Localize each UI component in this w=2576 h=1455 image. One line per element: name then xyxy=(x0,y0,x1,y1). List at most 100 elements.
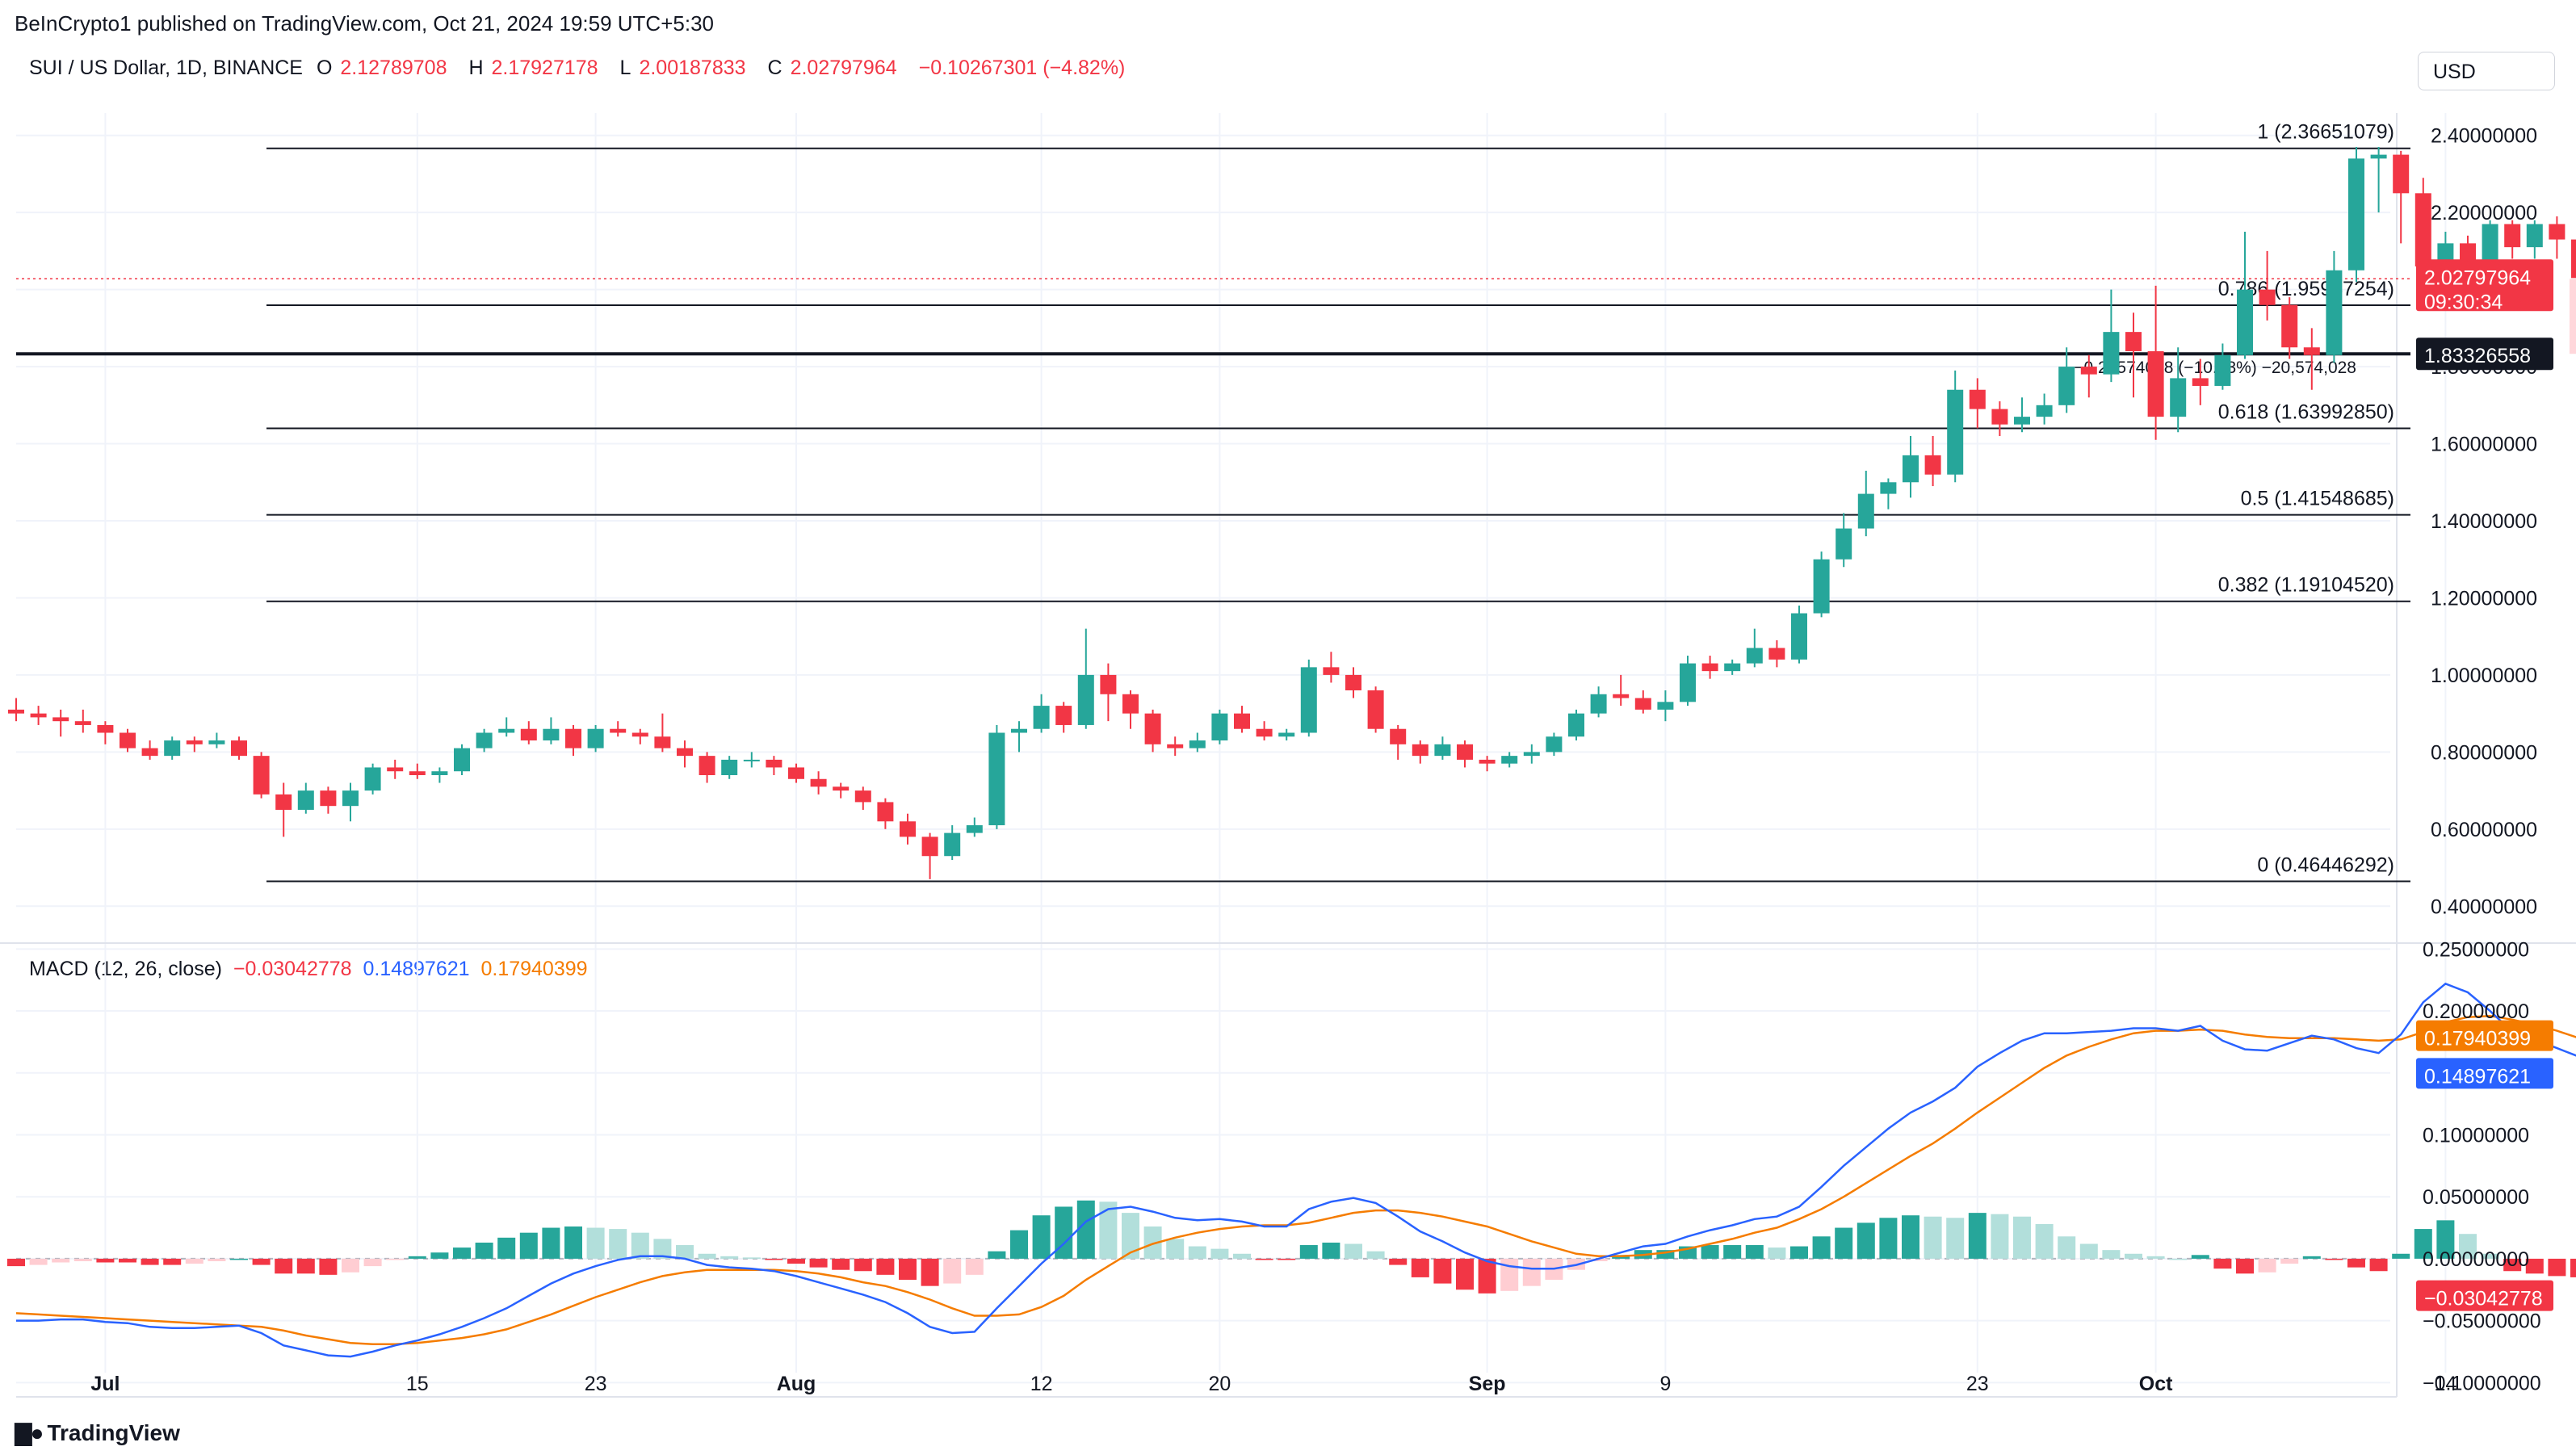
macd-histogram-bar xyxy=(52,1258,70,1263)
currency-button[interactable]: USD xyxy=(2418,52,2555,90)
macd-hist-value: −0.03042778 xyxy=(233,958,352,980)
candle-body xyxy=(1189,740,1206,748)
macd-histogram-bar xyxy=(2146,1256,2165,1259)
macd-histogram-bar xyxy=(1790,1246,1808,1259)
candle-body xyxy=(1836,528,1852,560)
macd-histogram-bar xyxy=(542,1227,560,1259)
time-axis-label: Jul xyxy=(90,1373,120,1395)
macd-signal-value: 0.17940399 xyxy=(480,958,588,980)
candle-body xyxy=(275,794,292,810)
macd-histogram-bar xyxy=(96,1258,115,1263)
macd-histogram-bar xyxy=(1076,1200,1095,1259)
candle-body xyxy=(677,748,693,757)
macd-histogram-bar xyxy=(2525,1258,2544,1274)
candle-body xyxy=(1791,613,1807,660)
candle-body xyxy=(1969,389,1986,409)
macd-histogram-bar xyxy=(653,1239,672,1259)
macd-histogram-bar xyxy=(497,1237,516,1259)
candle-body xyxy=(52,717,69,722)
macd-histogram-bar xyxy=(1299,1245,1318,1259)
macd-histogram-bar xyxy=(1500,1258,1519,1291)
candle-body xyxy=(1680,663,1696,702)
candle-body xyxy=(1613,694,1630,698)
macd-histogram-bar xyxy=(1233,1253,1251,1259)
candle-body xyxy=(2348,158,2364,270)
macd-histogram-bar xyxy=(2570,1258,2576,1277)
close-value: C 2.02797964 xyxy=(767,57,897,79)
macd-histogram-bar xyxy=(2481,1253,2499,1259)
candle-body xyxy=(164,740,181,757)
macd-histogram-bar xyxy=(1768,1247,1786,1259)
macd-histogram-bar xyxy=(2280,1258,2299,1264)
candle-body xyxy=(387,767,404,772)
price-axis-label: 1.40000000 xyxy=(2431,510,2537,533)
candle-body xyxy=(231,740,247,757)
macd-histogram-bar xyxy=(1991,1214,2009,1259)
candle-body xyxy=(1144,713,1161,744)
macd-histogram-bar xyxy=(453,1247,471,1259)
macd-histogram-bar xyxy=(163,1258,182,1265)
macd-histogram-bar xyxy=(2369,1258,2388,1272)
macd-line xyxy=(16,982,2576,1358)
macd-histogram-bar xyxy=(1188,1246,1206,1259)
macd-histogram-bar xyxy=(943,1258,962,1284)
candle-body xyxy=(30,713,47,718)
time-axis-label: Aug xyxy=(777,1373,816,1395)
macd-histogram-bar xyxy=(1522,1258,1541,1286)
candle-body xyxy=(454,748,470,772)
macd-histogram-bar xyxy=(275,1258,293,1274)
candle-body xyxy=(2393,154,2410,194)
candle-body xyxy=(1746,648,1763,664)
macd-histogram-bar xyxy=(1055,1206,1073,1259)
candle-body xyxy=(587,728,604,748)
macd-histogram-bar xyxy=(2414,1229,2432,1259)
fib-level-label: 0.5 (1.41548685) xyxy=(2241,488,2394,510)
macd-histogram-bar xyxy=(2302,1256,2321,1259)
macd-histogram-bar xyxy=(2459,1234,2477,1259)
macd-histogram-bar xyxy=(1366,1251,1385,1259)
macd-histogram-bar xyxy=(876,1258,895,1275)
candle-body xyxy=(431,771,448,775)
macd-histogram-bar xyxy=(208,1258,226,1261)
candle-body xyxy=(253,756,270,795)
candle-body xyxy=(743,759,760,761)
macd-histogram-bar xyxy=(430,1252,449,1259)
candle-body xyxy=(854,790,871,803)
candle-body xyxy=(520,728,537,741)
candle-body xyxy=(1033,706,1050,729)
candle-body xyxy=(1501,756,1518,764)
macd-histogram-bar xyxy=(1032,1215,1051,1259)
candle-body xyxy=(1479,759,1496,764)
candle-body xyxy=(476,732,493,748)
candle-body xyxy=(1546,736,1563,753)
candle-body xyxy=(1523,752,1540,757)
macd-histogram-bar xyxy=(1656,1250,1675,1259)
macd-histogram-bar xyxy=(1478,1258,1496,1294)
macd-histogram-bar xyxy=(2258,1258,2276,1273)
current-price-badge-text: 2.02797964 xyxy=(2424,266,2531,289)
candle-body xyxy=(1278,732,1295,737)
candle-body xyxy=(342,790,359,807)
time-axis-label: Sep xyxy=(1469,1373,1506,1395)
macd-histogram-bar xyxy=(2035,1223,2054,1259)
candle-body xyxy=(1412,744,1429,757)
measure-box xyxy=(2570,279,2576,354)
candle-body xyxy=(1657,702,1674,710)
fib-level-label: 0.382 (1.19104520) xyxy=(2218,574,2394,597)
candle-body xyxy=(2326,270,2343,355)
macd-histogram-bar xyxy=(1968,1213,1987,1259)
candle-body xyxy=(1634,698,1651,710)
macd-axis-label: −0.05000000 xyxy=(2423,1310,2541,1333)
tradingview-wordmark: TradingView xyxy=(47,1420,180,1445)
macd-histogram-bar xyxy=(899,1258,917,1280)
support-price-badge-bg xyxy=(2416,338,2553,371)
macd-histogram-bar xyxy=(2503,1258,2522,1272)
candle-body xyxy=(543,728,560,741)
macd-histogram-bar xyxy=(1143,1226,1162,1259)
macd-histogram-bar xyxy=(787,1258,805,1264)
candle-body xyxy=(721,759,738,775)
candle-body xyxy=(2147,351,2164,417)
price-axis-label: 2.40000000 xyxy=(2431,125,2537,148)
macd-histogram-bar xyxy=(2392,1253,2410,1259)
